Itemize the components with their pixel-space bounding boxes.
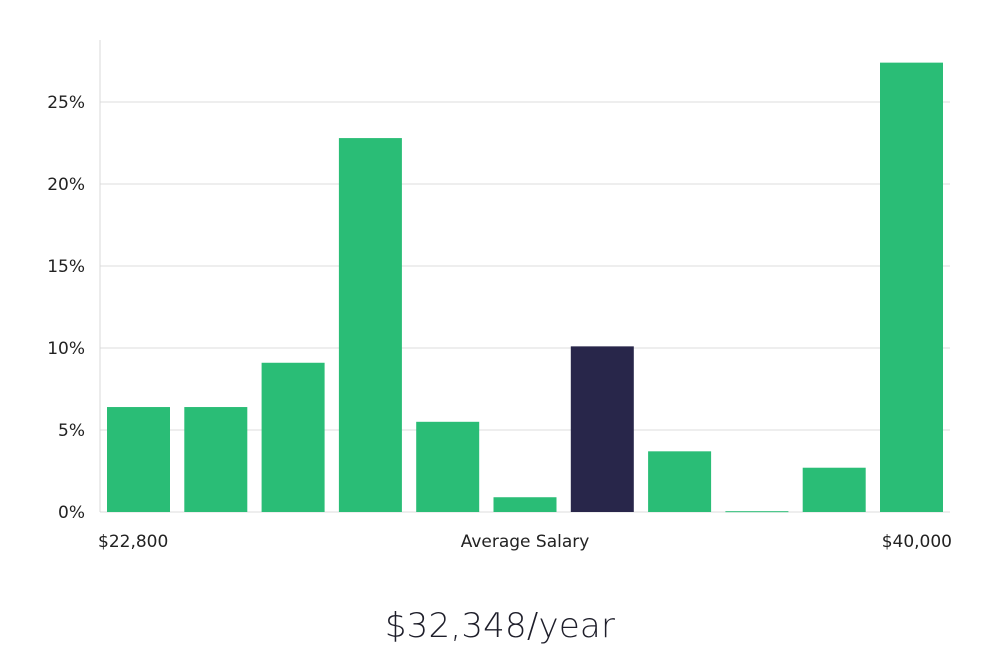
salary-distribution-chart: 0%5%10%15%20%25% $22,800 Average Salary … — [47, 40, 952, 552]
x-axis-center-label: Average Salary — [461, 532, 590, 552]
average-salary-headline: $32,348/year — [384, 606, 616, 646]
x-axis-start-label: $22,800 — [98, 532, 168, 552]
bar — [338, 138, 402, 512]
y-tick-label: 10% — [47, 339, 85, 359]
bar — [880, 62, 943, 512]
bar — [802, 467, 866, 512]
y-axis-ticks: 0% 5% 10% 15% 20% 25% — [47, 93, 85, 523]
y-tick-label: 5% — [58, 421, 85, 441]
x-axis-end-label: $40,000 — [882, 532, 952, 552]
bar — [184, 407, 248, 512]
bar — [493, 497, 557, 512]
bar — [261, 362, 325, 512]
y-tick-label: 25% — [47, 93, 85, 113]
bar — [416, 421, 480, 512]
bar — [725, 511, 789, 513]
y-tick-label: 0% — [58, 503, 85, 523]
bars — [107, 62, 943, 513]
bar-highlighted — [570, 346, 634, 512]
y-tick-label: 20% — [47, 175, 85, 195]
y-tick-label: 15% — [47, 257, 85, 277]
bar — [107, 407, 170, 512]
bar — [648, 451, 712, 512]
